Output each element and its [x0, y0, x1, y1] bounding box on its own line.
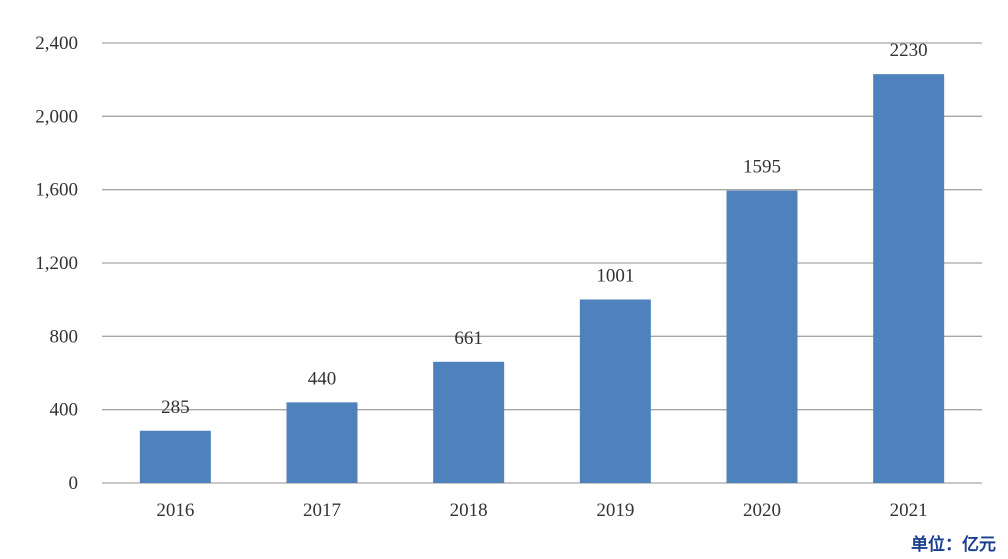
bar	[433, 361, 505, 483]
x-axis-tick-labels: 2016 2017 2018 2019 2020 2021	[156, 500, 927, 521]
unit-label: 单位：亿元	[911, 535, 996, 555]
bars	[139, 74, 945, 484]
y-tick-label: 1,600	[35, 180, 78, 201]
x-tick-label: 2017	[303, 500, 341, 521]
y-axis-tick-labels: 0 400 800 1,200 1,600 2,000 2,400	[35, 33, 78, 494]
bar	[286, 402, 358, 483]
bar	[726, 190, 798, 484]
bar	[579, 299, 651, 483]
gridlines	[102, 42, 982, 484]
x-tick-label: 2018	[450, 500, 488, 521]
y-tick-label: 2,400	[35, 33, 78, 54]
data-label: 1001	[596, 265, 634, 286]
x-tick-label: 2021	[890, 500, 928, 521]
y-tick-label: 400	[50, 400, 79, 421]
x-tick-label: 2019	[596, 500, 634, 521]
y-tick-label: 800	[50, 326, 79, 347]
data-label: 2230	[890, 40, 928, 61]
x-tick-label: 2016	[156, 500, 194, 521]
data-labels: 285 440 661 1001 1595 2230	[161, 40, 928, 418]
bar	[139, 430, 211, 483]
data-label: 661	[454, 328, 483, 349]
bar	[873, 74, 945, 484]
y-tick-label: 1,200	[35, 253, 78, 274]
data-label: 440	[308, 368, 337, 389]
y-tick-label: 0	[69, 473, 79, 494]
data-label: 1595	[743, 157, 781, 178]
x-tick-label: 2020	[743, 500, 781, 521]
data-label: 285	[161, 397, 190, 418]
y-tick-label: 2,000	[35, 106, 78, 127]
